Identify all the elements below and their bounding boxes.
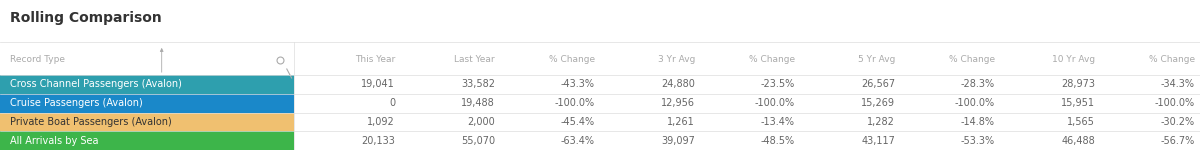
Text: -34.3%: -34.3% (1160, 79, 1195, 89)
Text: % Change: % Change (548, 56, 595, 64)
Text: % Change: % Change (949, 56, 995, 64)
Text: -100.0%: -100.0% (1154, 98, 1195, 108)
Text: % Change: % Change (1148, 56, 1195, 64)
Text: 2,000: 2,000 (467, 117, 496, 127)
Text: -56.7%: -56.7% (1160, 136, 1195, 146)
Text: -28.3%: -28.3% (961, 79, 995, 89)
Text: 39,097: 39,097 (661, 136, 695, 146)
Text: -30.2%: -30.2% (1160, 117, 1195, 127)
Text: 24,880: 24,880 (661, 79, 695, 89)
Text: 46,488: 46,488 (1061, 136, 1096, 146)
Text: -100.0%: -100.0% (955, 98, 995, 108)
Bar (0, 75, 294, 94)
Text: Record Type: Record Type (10, 56, 65, 64)
Text: 19,488: 19,488 (461, 98, 496, 108)
Text: -23.5%: -23.5% (761, 79, 796, 89)
Text: 12,956: 12,956 (661, 98, 695, 108)
Text: Cross Channel Passengers (Avalon): Cross Channel Passengers (Avalon) (10, 79, 181, 89)
Text: 10 Yr Avg: 10 Yr Avg (1052, 56, 1096, 64)
Bar (0, 112, 294, 131)
Text: -53.3%: -53.3% (961, 136, 995, 146)
Text: 15,951: 15,951 (1061, 98, 1096, 108)
Text: 1,261: 1,261 (667, 117, 695, 127)
Text: 55,070: 55,070 (461, 136, 496, 146)
Text: -14.8%: -14.8% (961, 117, 995, 127)
Text: -13.4%: -13.4% (761, 117, 796, 127)
Text: All Arrivals by Sea: All Arrivals by Sea (10, 136, 98, 146)
Bar (0, 94, 294, 112)
Text: -45.4%: -45.4% (560, 117, 595, 127)
Text: 1,565: 1,565 (1067, 117, 1096, 127)
Text: Cruise Passengers (Avalon): Cruise Passengers (Avalon) (10, 98, 143, 108)
Text: This Year: This Year (355, 56, 395, 64)
Text: % Change: % Change (749, 56, 796, 64)
Text: 0: 0 (389, 98, 395, 108)
Text: 1,282: 1,282 (868, 117, 895, 127)
Text: 33,582: 33,582 (461, 79, 496, 89)
Text: -63.4%: -63.4% (562, 136, 595, 146)
Text: Private Boat Passengers (Avalon): Private Boat Passengers (Avalon) (10, 117, 172, 127)
Text: -48.5%: -48.5% (761, 136, 796, 146)
Text: 19,041: 19,041 (361, 79, 395, 89)
Text: 26,567: 26,567 (860, 79, 895, 89)
Text: Last Year: Last Year (455, 56, 496, 64)
Text: -100.0%: -100.0% (755, 98, 796, 108)
Text: 20,133: 20,133 (361, 136, 395, 146)
Text: Rolling Comparison: Rolling Comparison (10, 11, 161, 25)
Text: 43,117: 43,117 (862, 136, 895, 146)
Text: -100.0%: -100.0% (554, 98, 595, 108)
Text: -43.3%: -43.3% (562, 79, 595, 89)
Text: 5 Yr Avg: 5 Yr Avg (858, 56, 895, 64)
Text: 3 Yr Avg: 3 Yr Avg (658, 56, 695, 64)
Text: 28,973: 28,973 (1061, 79, 1096, 89)
Text: 15,269: 15,269 (860, 98, 895, 108)
Text: 1,092: 1,092 (367, 117, 395, 127)
Bar (0, 131, 294, 150)
